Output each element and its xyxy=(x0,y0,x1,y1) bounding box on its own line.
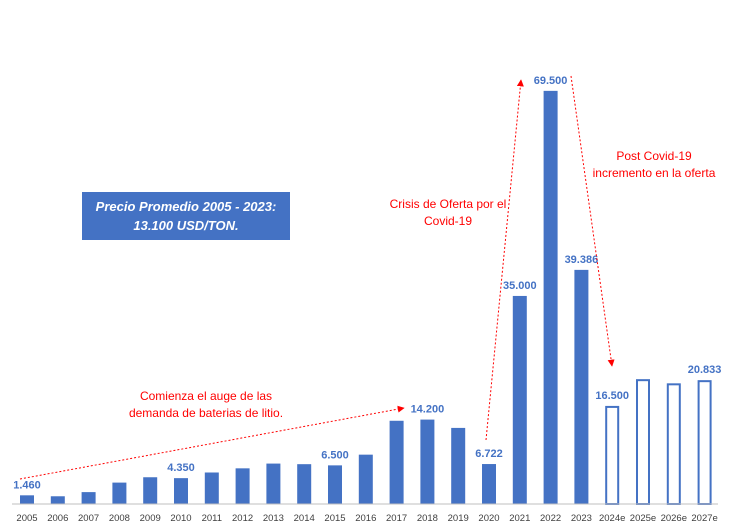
data-label-2024e: 16.500 xyxy=(595,390,629,402)
x-tick-label-2017: 2017 xyxy=(386,513,407,524)
x-tick-labels: 2005 2006 2007 2008 2009 2010 2011 2012 2013 2014… xyxy=(16,513,717,524)
boom-trend-arrow xyxy=(19,405,405,480)
data-label-2027e: 20.833 xyxy=(688,364,722,376)
data-label-2010: 4.350 xyxy=(167,462,195,474)
bar-2015 xyxy=(328,465,342,504)
bar-2016 xyxy=(358,454,373,504)
boom-annotation: Comienza el auge de las demanda de bater… xyxy=(106,388,306,422)
bar-2022 xyxy=(543,90,558,504)
bar-2019 xyxy=(451,427,466,504)
x-tick-label-2016: 2016 xyxy=(355,513,376,524)
data-label-2018: 14.200 xyxy=(411,404,445,416)
crisis-annotation-line1: Crisis de Oferta por el xyxy=(389,197,507,211)
x-tick-label-2010: 2010 xyxy=(170,513,191,524)
x-tick-label-2008: 2008 xyxy=(109,513,130,524)
average-price-title: Precio Promedio 2005 - 2023: xyxy=(95,199,277,214)
bar-2007 xyxy=(81,492,96,504)
bar-2005 xyxy=(20,495,34,504)
bar-2020 xyxy=(482,464,496,504)
bars-group xyxy=(20,90,712,506)
data-label-2005: 1.460 xyxy=(13,479,41,491)
x-tick-label-2007: 2007 xyxy=(78,513,99,524)
data-label-2023: 39.386 xyxy=(565,254,599,266)
x-tick-label-2011: 2011 xyxy=(202,513,222,524)
data-label-2022: 69.500 xyxy=(534,75,568,87)
bar-2025e xyxy=(636,379,650,505)
post-covid-annotation-line2: incremento en la oferta xyxy=(592,166,716,180)
bar-2026e xyxy=(666,383,681,506)
x-tick-label-2018: 2018 xyxy=(417,513,438,524)
bar-2012 xyxy=(235,468,250,504)
x-tick-label-2021: 2021 xyxy=(509,513,530,524)
boom-annotation-line2: demanda de baterias de litio. xyxy=(128,406,284,420)
crisis-annotation-line2: Covid-19 xyxy=(423,214,473,228)
x-tick-label-2019: 2019 xyxy=(448,513,469,524)
data-label-2020: 6.722 xyxy=(475,448,503,460)
post-covid-trend-arrow xyxy=(570,75,615,367)
bar-2024e xyxy=(605,405,620,505)
bar-2023 xyxy=(574,269,589,504)
bar-2008 xyxy=(112,482,127,504)
x-tick-label-2015: 2015 xyxy=(324,513,345,524)
x-tick-label-2013: 2013 xyxy=(263,513,284,524)
x-tick-label-2027e: 2027e xyxy=(691,513,717,524)
bar-2011 xyxy=(204,472,219,504)
average-price-box: Precio Promedio 2005 - 2023: 13.100 USD/… xyxy=(82,192,290,240)
x-tick-label-2026e: 2026e xyxy=(661,513,687,524)
crisis-annotation: Crisis de Oferta por el Covid-19 xyxy=(378,196,518,230)
boom-annotation-line1: Comienza el auge de las xyxy=(139,389,273,403)
bar-2021 xyxy=(512,295,527,504)
x-tick-label-2005: 2005 xyxy=(16,513,37,524)
post-covid-annotation-line1: Post Covid-19 xyxy=(616,149,692,163)
bar-2014 xyxy=(297,464,312,504)
x-tick-label-2006: 2006 xyxy=(47,513,68,524)
x-tick-label-2012: 2012 xyxy=(232,513,253,524)
x-tick-label-2020: 2020 xyxy=(478,513,499,524)
data-label-2015: 6.500 xyxy=(321,449,349,461)
crisis-trend-arrow xyxy=(485,79,524,441)
bar-2009 xyxy=(143,477,158,504)
bar-2013 xyxy=(266,463,281,504)
x-tick-label-2014: 2014 xyxy=(294,513,315,524)
bar-2017 xyxy=(389,420,404,504)
data-label-2021: 35.000 xyxy=(503,280,537,292)
bar-2006 xyxy=(50,496,65,504)
x-tick-label-2025e: 2025e xyxy=(630,513,656,524)
x-tick-label-2024e: 2024e xyxy=(599,513,625,524)
average-price-value: 13.100 USD/TON. xyxy=(133,218,239,233)
bar-2010 xyxy=(174,478,188,504)
x-tick-label-2009: 2009 xyxy=(140,513,161,524)
post-covid-annotation: Post Covid-19 incremento en la oferta xyxy=(584,148,724,182)
bar-2018 xyxy=(420,419,435,504)
x-tick-label-2023: 2023 xyxy=(571,513,592,524)
bar-2027e xyxy=(697,380,712,506)
data-labels: 1.460 4.350 6.500 14.200 6.722 35.000 69.500 39… xyxy=(13,75,721,491)
x-tick-label-2022: 2022 xyxy=(540,513,561,524)
